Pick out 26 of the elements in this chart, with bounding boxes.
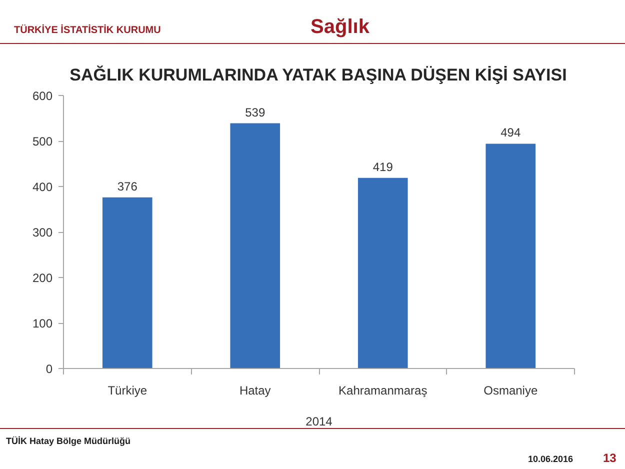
y-tick-label: 200 — [32, 271, 53, 285]
bar — [486, 144, 536, 368]
y-tick-label: 500 — [32, 134, 53, 148]
x-tick-label: Osmaniye — [484, 384, 538, 398]
text: TÜRKİYE İSTATİSTİK KURUMU — [14, 24, 161, 38]
x-tick-label: Hatay — [239, 384, 271, 398]
text: Sağlık — [310, 15, 370, 40]
bar — [230, 123, 280, 368]
data-label: 419 — [372, 160, 394, 174]
x-tick-label: Türkiye — [108, 384, 148, 398]
y-tick-label: 100 — [32, 316, 53, 330]
data-label: 539 — [245, 105, 266, 120]
data-label: 376 — [117, 179, 138, 194]
text: TÜİK Hatay Bölge Müdürlüğü — [6, 435, 130, 448]
y-tick-label: 600 — [32, 89, 53, 103]
text: 10.06.2016 — [528, 453, 574, 466]
y-tick-label: 300 — [32, 226, 53, 240]
chart-title: SAĞLIK KURUMLARINDA YATAK BAŞINA DÜŞEN KİŞİ SAYISI — [70, 64, 567, 84]
bar — [358, 178, 408, 368]
y-tick-label: 0 — [46, 362, 53, 376]
data-label: 494 — [500, 126, 521, 140]
y-tick-label: 400 — [32, 180, 53, 194]
bar — [102, 197, 152, 368]
x-axis-title: 2014 — [306, 414, 333, 428]
x-tick-label: Kahramanmaraş — [338, 384, 428, 398]
text: 13 — [603, 450, 616, 467]
